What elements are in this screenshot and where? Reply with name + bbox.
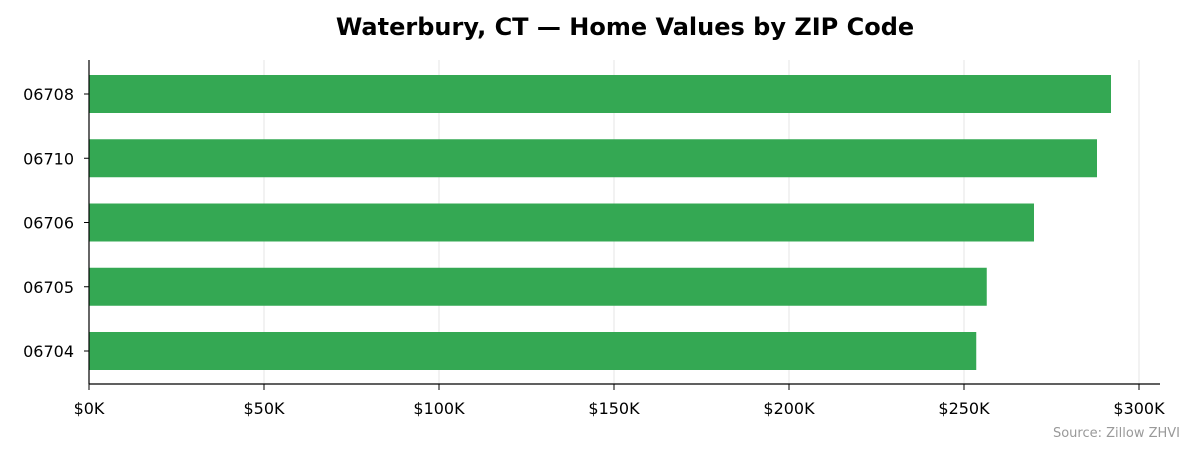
bar — [89, 332, 977, 370]
bar — [89, 267, 987, 306]
source-note: Source: Zillow ZHVI — [1053, 426, 1180, 441]
axes: 06708 06710 06706 06705 06704 $0K $50K $100K $15… — [23, 60, 1165, 418]
y-tick-label: 06704 — [23, 342, 74, 361]
bar — [89, 203, 1034, 242]
x-tick-label: $50K — [243, 399, 285, 418]
y-tick-label: 06706 — [23, 214, 74, 233]
chart-title: Waterbury, CT — Home Values by ZIP Code — [336, 13, 914, 41]
x-tick-label: $150K — [588, 399, 640, 418]
x-tick-label: $200K — [763, 399, 815, 418]
x-tick-label: $0K — [74, 399, 105, 418]
y-tick-label: 06710 — [23, 149, 74, 168]
x-tick-label: $100K — [413, 399, 465, 418]
x-tick-label: $300K — [1113, 399, 1165, 418]
bar — [89, 75, 1111, 113]
x-tick-label: $250K — [938, 399, 990, 418]
bar — [89, 139, 1097, 178]
y-tick-label: 06705 — [23, 278, 74, 297]
bars — [89, 75, 1111, 370]
y-tick-label: 06708 — [23, 85, 74, 104]
